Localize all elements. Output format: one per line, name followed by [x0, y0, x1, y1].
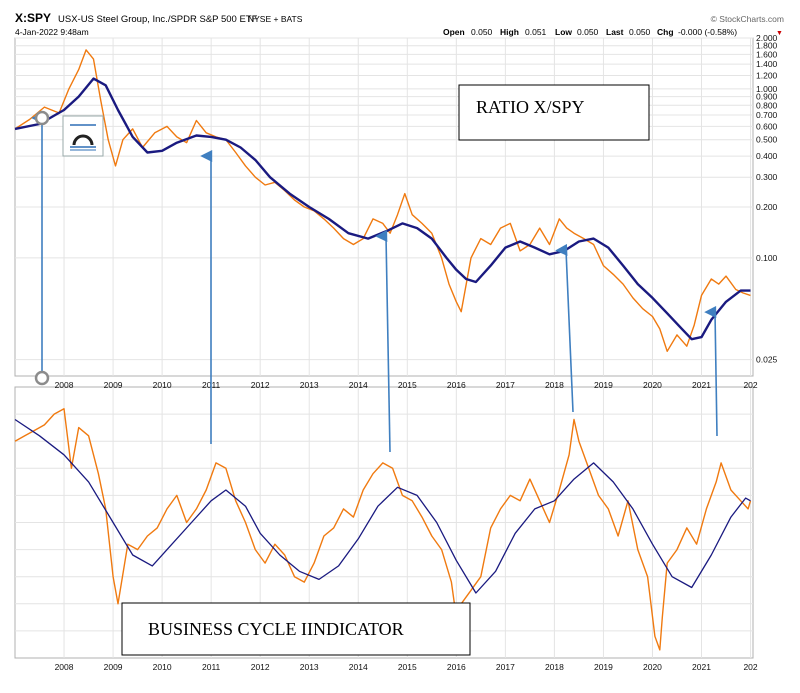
cycle-label-box: BUSINESS CYCLE IINDICATOR: [121, 602, 471, 656]
y-tick-label: 1.800: [756, 41, 778, 51]
x-tick-label: 2019: [594, 662, 613, 672]
chg-value: -0.000 (-0.58%): [678, 27, 737, 37]
open-value: 0.050: [471, 27, 493, 37]
y-tick-label: 0.500: [756, 135, 778, 145]
chg-label: Chg: [657, 27, 674, 37]
x-tick-label: 2011: [202, 662, 221, 672]
y-tick-label: 0.200: [756, 202, 778, 212]
cycle-arrows: [31, 110, 718, 453]
x-tick-label: 2013: [300, 662, 319, 672]
x-tick-label: 202: [743, 662, 757, 672]
x-tick-label: 2015: [398, 662, 417, 672]
y-tick-label: 1.200: [756, 70, 778, 80]
x-tick-label: 2009: [104, 380, 123, 390]
moving-average-line: [14, 418, 751, 594]
chart-tool-icon[interactable]: [62, 115, 104, 157]
brand-watermark: © StockCharts.com: [711, 14, 784, 24]
x-tick-label: 2014: [349, 380, 368, 390]
y-tick-label: 0.400: [756, 151, 778, 161]
cycle-arrow-2018: [555, 243, 574, 413]
low-label: Low: [555, 27, 572, 37]
x-tick-label: 2012: [251, 662, 270, 672]
low-value: 0.050: [577, 27, 599, 37]
open-label: Open: [443, 27, 465, 37]
x-tick-label: 2019: [594, 380, 613, 390]
y-tick-label: 0.700: [756, 110, 778, 120]
x-tick-label: 2008: [55, 662, 74, 672]
y-tick-label: 0.100: [756, 253, 778, 263]
y-tick-label: 1.000: [756, 84, 778, 94]
x-tick-label: 2016: [447, 662, 466, 672]
moving-average-line: [14, 77, 751, 341]
high-label: High: [500, 27, 519, 37]
x-tick-label: 2014: [349, 662, 368, 672]
cycle-label: BUSINESS CYCLE IINDICATOR: [148, 619, 404, 639]
x-tick-label: 2016: [447, 380, 466, 390]
x-tick-label: 2017: [496, 380, 515, 390]
x-tick-label: 2013: [300, 380, 319, 390]
y-tick-label: 0.900: [756, 92, 778, 102]
x-tick-label: 2018: [545, 662, 564, 672]
y-tick-label: 1.400: [756, 59, 778, 69]
x-tick-label: 2020: [643, 662, 662, 672]
last-value: 0.050: [629, 27, 651, 37]
x-tick-label: 2021: [692, 662, 711, 672]
x-tick-label: 2021: [692, 380, 711, 390]
down-triangle-icon: ▼: [776, 30, 783, 37]
x-tick-label: 2010: [153, 380, 172, 390]
price-series: [14, 49, 751, 352]
x-tick-label: 2015: [398, 380, 417, 390]
y-tick-label: 0.800: [756, 100, 778, 110]
x-tick-label: 2017: [496, 662, 515, 672]
indicator-series: [14, 408, 752, 651]
indicator-x-axis: 2008 2009 2010 2011 2012 2013 2014 2015 2016 2017…: [55, 662, 758, 672]
x-tick-label: 2009: [104, 662, 123, 672]
x-tick-label: 202: [743, 380, 757, 390]
x-tick-label: 2008: [55, 380, 74, 390]
y-tick-label: 0.600: [756, 121, 778, 131]
x-tick-label: 2018: [545, 380, 564, 390]
ratio-label: RATIO X/SPY: [476, 97, 585, 117]
exchange-label: NYSE + BATS: [248, 14, 303, 24]
ticker-symbol: X:SPY: [15, 11, 51, 25]
y-tick-label: 1.600: [756, 49, 778, 59]
high-value: 0.051: [525, 27, 547, 37]
quote-bar: Open 0.050 High 0.051 Low 0.050 Last 0.0…: [443, 27, 783, 37]
last-label: Last: [606, 27, 624, 37]
x-tick-label: 2020: [643, 380, 662, 390]
y-tick-label: 2.000: [756, 33, 778, 43]
y-tick-label: 0.300: [756, 172, 778, 182]
cycle-oscillator-line: [14, 408, 752, 651]
ratio-label-box: RATIO X/SPY: [458, 84, 650, 141]
cycle-start-marker: [34, 110, 50, 126]
cycle-end-marker: [34, 370, 50, 386]
x-tick-label: 2012: [251, 380, 270, 390]
x-tick-label: 2010: [153, 662, 172, 672]
quote-date: 4-Jan-2022 9:48am: [15, 27, 89, 37]
y-tick-label: 0.025: [756, 355, 778, 365]
ratio-price-line: [14, 49, 751, 352]
cycle-arrow-2015: [375, 229, 391, 453]
ticker-description: USX-US Steel Group, Inc./SPDR S&P 500 ET…: [58, 14, 258, 25]
cycle-arrow-2021: [704, 305, 718, 437]
price-x-axis: 2008200920102011201220132014201520162017…: [55, 380, 758, 390]
